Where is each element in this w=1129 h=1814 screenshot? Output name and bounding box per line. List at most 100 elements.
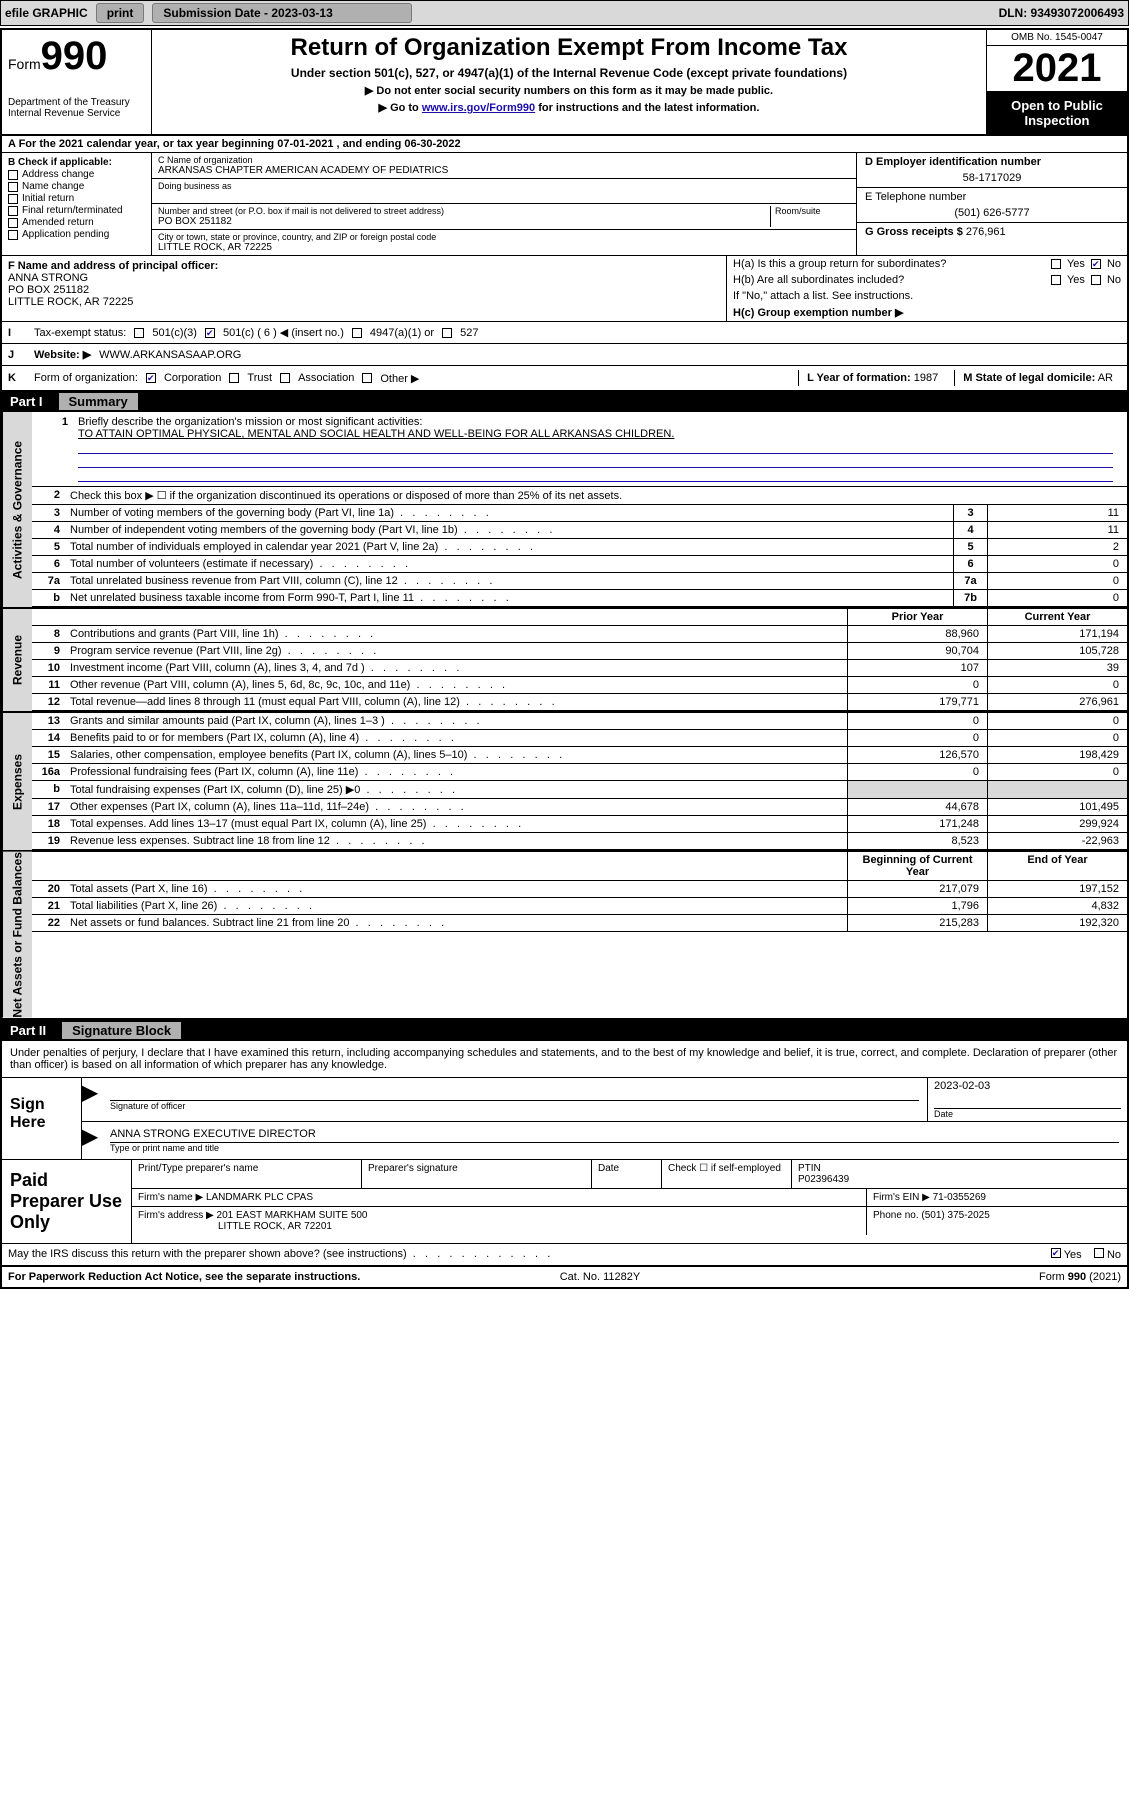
row-num: 20 [32, 881, 64, 897]
table-row: 18Total expenses. Add lines 13–17 (must … [32, 816, 1127, 833]
cb-hb-no[interactable] [1091, 275, 1101, 285]
header-right: OMB No. 1545-0047 2021 Open to Public In… [987, 30, 1127, 134]
row-num: 12 [32, 694, 64, 710]
cb-501c[interactable] [205, 328, 215, 338]
row-prior: 0 [847, 730, 987, 746]
table-row: 17Other expenses (Part IX, column (A), l… [32, 799, 1127, 816]
row-box: 7a [953, 573, 987, 589]
form-subtitle: Under section 501(c), 527, or 4947(a)(1)… [160, 66, 978, 80]
firm-addr-label: Firm's address ▶ [138, 1210, 214, 1221]
cb-other[interactable] [362, 373, 372, 383]
cb-discuss-no[interactable] [1094, 1248, 1104, 1258]
l-label: L Year of formation: [807, 372, 911, 384]
part2-title: Signature Block [62, 1022, 181, 1039]
row-text: Total unrelated business revenue from Pa… [64, 573, 953, 589]
row-prior [847, 781, 987, 798]
opt-527: 527 [460, 327, 478, 339]
sig-arrow-icon-2: ▶ [82, 1122, 102, 1159]
paid-preparer-block: Paid Preparer Use Only Print/Type prepar… [2, 1160, 1127, 1244]
cb-app-pending[interactable] [8, 230, 18, 240]
cb-527[interactable] [442, 328, 452, 338]
row-val: 11 [987, 505, 1127, 521]
hdr-prior: Prior Year [847, 609, 987, 625]
section-netassets: Net Assets or Fund Balances Beginning of… [2, 852, 1127, 1020]
row-num: 9 [32, 643, 64, 659]
hb-note: If "No," attach a list. See instructions… [733, 290, 913, 302]
opt-assoc: Association [298, 372, 354, 384]
open-to-public: Open to Public Inspection [987, 92, 1127, 134]
cb-4947[interactable] [352, 328, 362, 338]
mission-label: Briefly describe the organization's miss… [78, 416, 422, 428]
row-num: 14 [32, 730, 64, 746]
table-row: 19Revenue less expenses. Subtract line 1… [32, 833, 1127, 850]
cb-hb-yes[interactable] [1051, 275, 1061, 285]
cb-trust[interactable] [229, 373, 239, 383]
org-name: ARKANSAS CHAPTER AMERICAN ACADEMY OF PED… [158, 165, 850, 176]
side-revenue: Revenue [2, 609, 32, 711]
cb-name-change[interactable] [8, 182, 18, 192]
section-expenses: Expenses 13Grants and similar amounts pa… [2, 713, 1127, 852]
irs-form990-link[interactable]: www.irs.gov/Form990 [422, 102, 535, 114]
officer-city: LITTLE ROCK, AR 72225 [8, 296, 133, 308]
date-label: Date [934, 1108, 1121, 1119]
row-text: Net assets or fund balances. Subtract li… [64, 915, 847, 931]
firm-name-label: Firm's name ▶ [138, 1192, 203, 1203]
row-num: 7a [32, 573, 64, 589]
row-prior: 215,283 [847, 915, 987, 931]
part2-header: Part II Signature Block [2, 1020, 1127, 1041]
opt-other: Other ▶ [380, 372, 419, 385]
table-row: 16aProfessional fundraising fees (Part I… [32, 764, 1127, 781]
cb-assoc[interactable] [280, 373, 290, 383]
row-current: 0 [987, 713, 1127, 729]
cb-address-change[interactable] [8, 170, 18, 180]
lbl-final-return: Final return/terminated [22, 205, 123, 216]
row-current: 276,961 [987, 694, 1127, 710]
cb-final-return[interactable] [8, 206, 18, 216]
table-row: 3Number of voting members of the governi… [32, 505, 1127, 522]
cb-501c3[interactable] [134, 328, 144, 338]
row-a-taxyear: A For the 2021 calendar year, or tax yea… [2, 136, 1127, 153]
sign-here-block: Sign Here ▶ Signature of officer 2023-02… [2, 1078, 1127, 1160]
row-num: 15 [32, 747, 64, 763]
table-row: 11Other revenue (Part VIII, column (A), … [32, 677, 1127, 694]
firm-addr1: 201 EAST MARKHAM SUITE 500 [217, 1210, 368, 1221]
website-value: WWW.ARKANSASAAP.ORG [99, 349, 241, 361]
row-num: 21 [32, 898, 64, 914]
row-val: 0 [987, 556, 1127, 572]
paid-preparer-label: Paid Preparer Use Only [2, 1160, 132, 1243]
row-current: 171,194 [987, 626, 1127, 642]
part1-title: Summary [59, 393, 138, 410]
form-title: Return of Organization Exempt From Incom… [160, 34, 978, 62]
block-de: D Employer identification number 58-1717… [857, 153, 1127, 255]
footer-right-suffix: (2021) [1086, 1271, 1121, 1283]
block-b-checkboxes: B Check if applicable: Address change Na… [2, 153, 152, 255]
cb-discuss-yes[interactable] [1051, 1248, 1061, 1258]
row-text: Total number of individuals employed in … [64, 539, 953, 555]
cb-ha-yes[interactable] [1051, 259, 1061, 269]
row-current: 105,728 [987, 643, 1127, 659]
firm-ein: 71-0355269 [933, 1192, 986, 1203]
penalties-declaration: Under penalties of perjury, I declare th… [2, 1041, 1127, 1078]
form-note-ssn: ▶ Do not enter social security numbers o… [160, 84, 978, 97]
row-val: 0 [987, 573, 1127, 589]
m-value: AR [1098, 372, 1113, 384]
officer-signature-cell[interactable]: Signature of officer [102, 1078, 927, 1121]
row-prior: 126,570 [847, 747, 987, 763]
submission-date-button[interactable]: Submission Date - 2023-03-13 [152, 3, 412, 23]
form-990-container: Form990 Department of the Treasury Inter… [0, 28, 1129, 1289]
print-button[interactable]: print [96, 3, 145, 23]
cb-ha-no[interactable] [1091, 259, 1101, 269]
block-m: M State of legal domicile: AR [954, 370, 1121, 386]
row-box: 6 [953, 556, 987, 572]
footer-right-form: 990 [1068, 1271, 1086, 1283]
table-row: bTotal fundraising expenses (Part IX, co… [32, 781, 1127, 799]
cb-amended[interactable] [8, 218, 18, 228]
i-title: Tax-exempt status: [34, 327, 126, 339]
d-ein-label: D Employer identification number [865, 156, 1041, 168]
cb-corp[interactable] [146, 373, 156, 383]
prep-check-self: Check ☐ if self-employed [662, 1160, 792, 1188]
cb-initial-return[interactable] [8, 194, 18, 204]
row-box: 5 [953, 539, 987, 555]
form-number: 990 [41, 34, 108, 78]
org-city: LITTLE ROCK, AR 72225 [158, 242, 850, 253]
